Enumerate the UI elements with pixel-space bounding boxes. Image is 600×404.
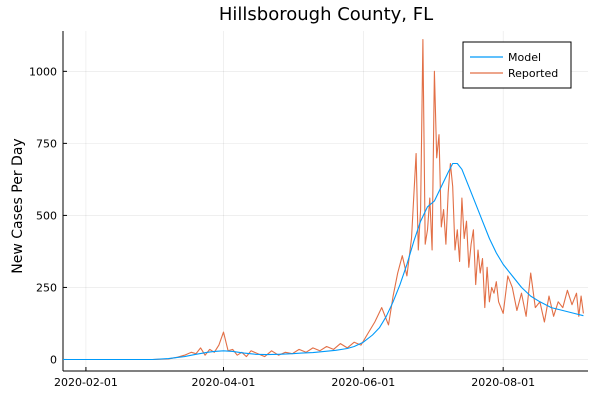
series-line-model: [63, 162, 584, 361]
legend: Model Reported: [462, 41, 572, 89]
legend-label-model: Model: [508, 51, 541, 64]
y-tick-label: 500: [36, 209, 57, 222]
y-axis-title: New Cases Per Day: [10, 138, 26, 273]
legend-label-reported: Reported: [508, 67, 558, 80]
x-tick-label: 2020-06-01: [331, 376, 395, 389]
tick-labels: 0 250 500 750 1000 2020-02-01 2020-04-01 2020-0…: [29, 65, 535, 389]
legend-box: [462, 41, 572, 89]
chart-title: Hillsborough County, FL: [219, 4, 433, 25]
y-tick-label: 1000: [29, 65, 57, 78]
y-tick-label: 250: [36, 281, 57, 294]
y-tick-label: 750: [36, 137, 57, 150]
y-tick-label: 0: [50, 353, 57, 366]
series-lines: [63, 39, 584, 361]
x-tick-label: 2020-02-01: [54, 376, 118, 389]
x-tick-label: 2020-04-01: [192, 376, 256, 389]
x-tick-label: 2020-08-01: [471, 376, 535, 389]
